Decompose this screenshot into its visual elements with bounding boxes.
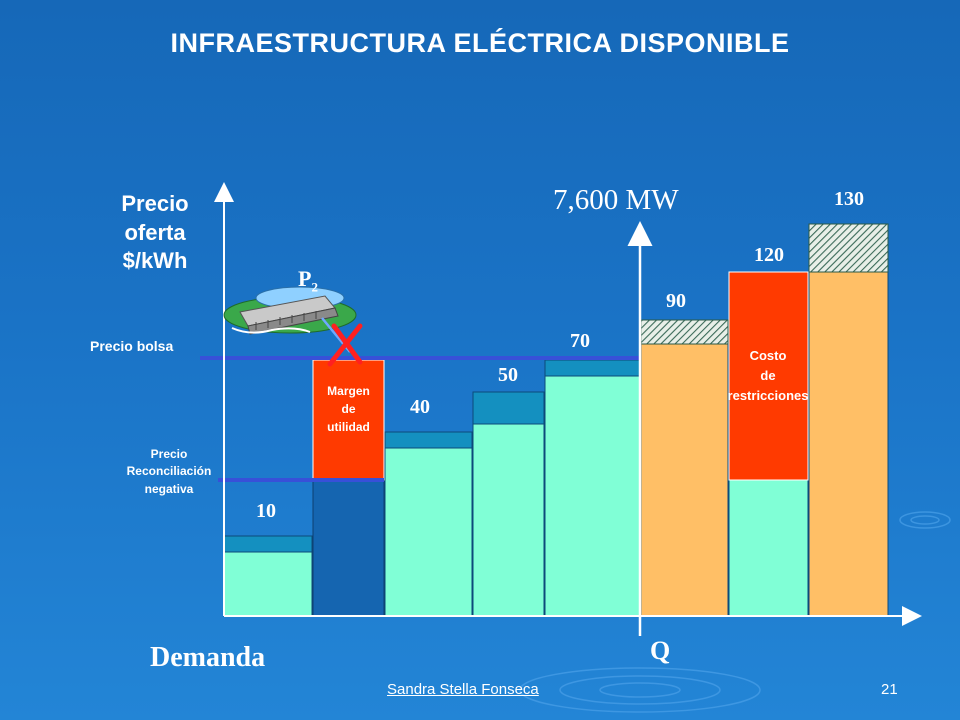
footer-author: Sandra Stella Fonseca xyxy=(387,681,539,698)
bar-value-2: 40 xyxy=(410,396,430,418)
bar-value-1: 10 xyxy=(256,500,276,522)
y-axis-label-line-3: $/kWh xyxy=(122,248,188,274)
bar-8-hatch xyxy=(808,223,889,273)
margen-label-line-2: de xyxy=(341,402,356,416)
cancel-mark-icon xyxy=(327,323,363,367)
margen-label: Margen de utilidad xyxy=(313,382,384,436)
slide-title: INFRAESTRUCTURA ELÉCTRICA DISPONIBLE xyxy=(170,28,790,58)
y-axis-label: Precio oferta $/kWh xyxy=(80,190,230,276)
bar-1-base xyxy=(223,551,313,617)
precio-bolsa-label: Precio bolsa xyxy=(90,338,174,354)
plant-label-base: P xyxy=(298,266,312,291)
bar-4-base xyxy=(472,423,545,617)
bar-value-6: 120 xyxy=(754,244,784,266)
precio-reconciliacion-label: Precio Reconciliación negativa xyxy=(108,446,230,498)
bar-value-4: 70 xyxy=(570,330,590,352)
bar-value-5: 90 xyxy=(666,290,686,312)
bar-2-margin xyxy=(312,359,385,481)
bar-2-base xyxy=(312,479,385,617)
bar-value-3: 50 xyxy=(498,364,518,386)
precio-reconciliacion-line-1: Precio xyxy=(150,447,188,461)
margen-label-line-1: Margen xyxy=(327,384,370,398)
precio-reconciliacion-line-2: Reconciliación xyxy=(126,464,212,479)
bar-7-base xyxy=(728,479,809,617)
costo-label-line-1: Costo xyxy=(749,348,787,363)
bar-5-top xyxy=(544,359,641,377)
precio-reconciliacion-line-3: negativa xyxy=(144,481,194,496)
capacity-label: 7,600 MW xyxy=(553,184,679,216)
bar-6-base xyxy=(640,343,729,617)
plant-label-subscript: 2 xyxy=(311,279,318,295)
x-axis-label: Q xyxy=(650,636,671,665)
water-ripples-decoration xyxy=(519,511,951,713)
bar-5-base xyxy=(544,375,641,617)
margen-label-line-3: utilidad xyxy=(327,420,370,434)
bar-8-base xyxy=(808,271,889,617)
bar-6-hatch xyxy=(640,319,729,345)
bar-4-top xyxy=(472,391,545,425)
costo-label-line-3: restricciones xyxy=(727,388,809,404)
bar-1-top xyxy=(223,535,313,553)
demand-label: Demanda xyxy=(150,642,266,673)
hydro-dam-icon xyxy=(223,286,357,353)
bar-7-cost xyxy=(728,271,809,481)
plant-label: P2 xyxy=(298,266,318,295)
costo-label-line-2: de xyxy=(760,368,776,384)
bar-value-7: 130 xyxy=(834,188,864,210)
bar-3-top xyxy=(384,431,473,449)
costo-label: Costo de restricciones xyxy=(712,346,824,406)
bar-3-base xyxy=(384,447,473,617)
y-axis-label-line-1: Precio xyxy=(121,191,189,216)
footer-page-number: 21 xyxy=(881,681,898,698)
y-axis-label-line-2: oferta xyxy=(124,219,186,245)
